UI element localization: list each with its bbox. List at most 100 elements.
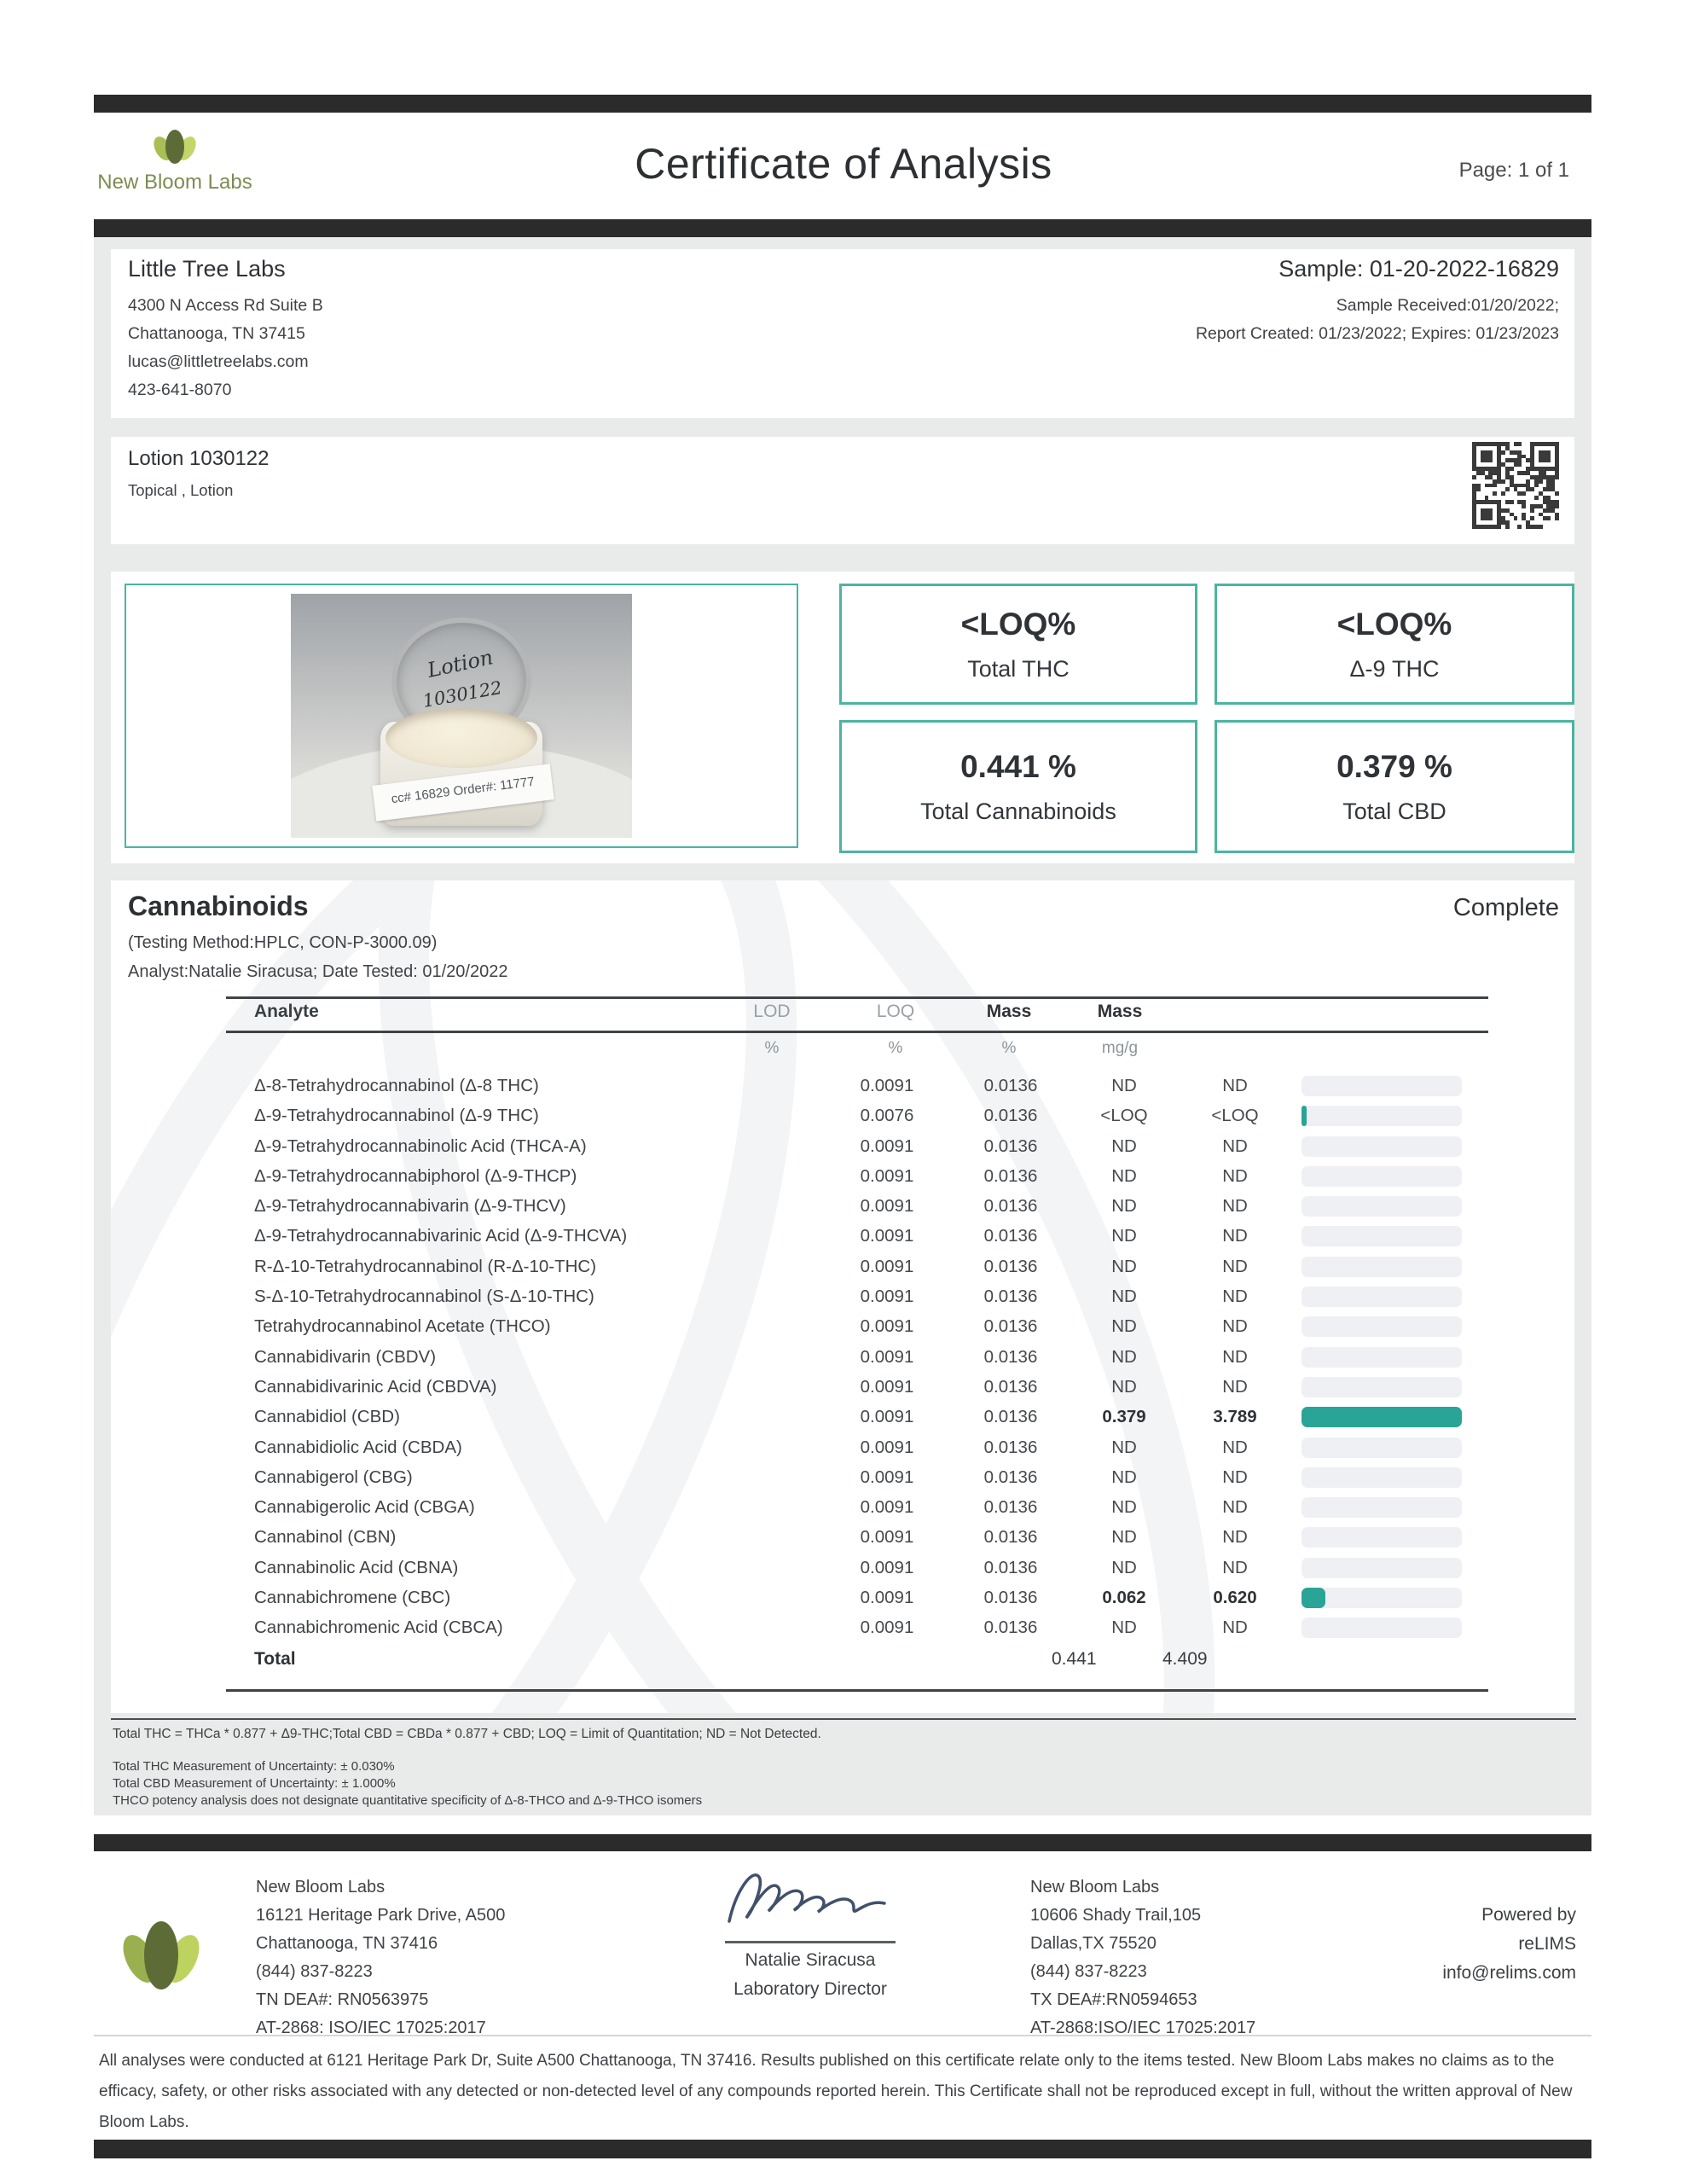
- result-label: Total THC: [967, 655, 1070, 682]
- sample-id: Sample: 01-20-2022-16829: [1278, 256, 1559, 282]
- cell-lod: 0.0091: [860, 1527, 914, 1548]
- cell-mass-pct: ND: [1111, 1497, 1137, 1518]
- cell-mass-mgg: ND: [1222, 1165, 1248, 1186]
- table-row: Cannabinol (CBN) 0.0091 0.0136 ND ND: [226, 1523, 1488, 1553]
- cell-analyte: Cannabidivarinic Acid (CBDVA): [254, 1376, 497, 1397]
- cell-loq: 0.0136: [983, 1196, 1038, 1217]
- cell-analyte: Cannabinolic Acid (CBNA): [254, 1557, 459, 1577]
- table-total-row: Total 0.441 4.409: [226, 1644, 1488, 1678]
- cell-lod: 0.0091: [860, 1346, 914, 1367]
- mass-bar-track: [1301, 1136, 1462, 1157]
- cell-loq: 0.0136: [983, 1316, 1038, 1337]
- mass-bar-fill: [1301, 1106, 1307, 1127]
- unit-mass-pct: %: [1001, 1039, 1017, 1057]
- table-row: S-Δ-10-Tetrahydrocannabinol (S-Δ-10-THC)…: [226, 1282, 1488, 1312]
- mass-bar-track: [1301, 1076, 1462, 1096]
- product-photo-frame: Lotion 1030122 cc# 16829 Order#: 11777: [125, 584, 798, 848]
- disclaimer-text: All analyses were conducted at 6121 Heri…: [99, 2052, 1573, 2131]
- cell-lod: 0.0091: [860, 1588, 914, 1608]
- result-value: <LOQ%: [960, 606, 1076, 642]
- photo-jar-cream: [386, 708, 537, 768]
- col-header-loq: LOQ: [876, 1002, 915, 1021]
- mass-bar-track: [1301, 1256, 1462, 1277]
- cell-loq: 0.0136: [983, 1437, 1038, 1457]
- client-address-line: lucas@littletreelabs.com: [128, 352, 309, 371]
- unit-lod: %: [764, 1039, 780, 1057]
- top-band: [94, 95, 1591, 113]
- cell-analyte: Cannabidiolic Acid (CBDA): [254, 1437, 462, 1457]
- cell-lod: 0.0091: [860, 1618, 914, 1638]
- cell-lod: 0.0091: [860, 1316, 914, 1337]
- table-row: Cannabidiolic Acid (CBDA) 0.0091 0.0136 ND N…: [226, 1433, 1488, 1463]
- cell-mass-pct: ND: [1111, 1076, 1137, 1095]
- cell-analyte: Cannabichromenic Acid (CBCA): [254, 1618, 503, 1638]
- mass-bar-fill: [1301, 1588, 1325, 1609]
- footer-address-line: AT-2868:ISO/IEC 17025:2017: [1030, 2018, 1256, 2037]
- cell-mass-pct: ND: [1111, 1437, 1137, 1457]
- footnote-thco: THCO potency analysis does not designate…: [113, 1793, 703, 1808]
- brand-name: New Bloom Labs: [97, 171, 252, 194]
- cell-mass-mgg: 3.789: [1213, 1407, 1257, 1427]
- cell-lod: 0.0091: [860, 1256, 914, 1276]
- cell-loq: 0.0136: [983, 1376, 1038, 1397]
- col-header-analyte: Analyte: [254, 1002, 319, 1021]
- cell-mass-pct: ND: [1111, 1256, 1137, 1276]
- footer-address-line: 16121 Heritage Park Drive, A500: [256, 1906, 506, 1925]
- header-band: [94, 219, 1591, 237]
- cell-lod: 0.0091: [860, 1165, 914, 1186]
- table-row: Cannabinolic Acid (CBNA) 0.0091 0.0136 ND ND: [226, 1554, 1488, 1583]
- cell-mass-mgg: ND: [1222, 1076, 1248, 1095]
- footer-address-line: (844) 837-8223: [256, 1962, 373, 1981]
- cell-mass-pct: ND: [1111, 1346, 1137, 1367]
- cell-mass-pct: ND: [1111, 1165, 1137, 1186]
- cell-analyte: Δ-9-Tetrahydrocannabivarinic Acid (Δ-9-T…: [254, 1226, 628, 1246]
- client-name: Little Tree Labs: [128, 256, 286, 282]
- client-address-line: Chattanooga, TN 37415: [128, 324, 305, 343]
- mass-bar-track: [1301, 1165, 1462, 1187]
- cell-loq: 0.0136: [983, 1136, 1038, 1156]
- cell-mass-pct: ND: [1111, 1316, 1137, 1337]
- powered-by-line: info@relims.com: [1442, 1963, 1576, 1983]
- photo-jar-label: cc# 16829 Order#: 11777: [372, 764, 554, 822]
- unit-loq: %: [888, 1039, 903, 1057]
- cannabinoids-card: Cannabinoids Complete (Testing Method:HP…: [111, 880, 1574, 1713]
- cell-mass-mgg: ND: [1222, 1136, 1248, 1156]
- section-title: Cannabinoids: [128, 891, 309, 921]
- result-value: 0.441 %: [960, 748, 1076, 784]
- table-row: Cannabidivarinic Acid (CBDVA) 0.0091 0.013…: [226, 1373, 1488, 1403]
- mass-bar-track: [1301, 1588, 1462, 1609]
- signature-underline: [725, 1941, 896, 1943]
- cell-mass-pct: 0.379: [1102, 1407, 1146, 1427]
- table-row: Cannabichromene (CBC) 0.0091 0.0136 0.062 0.…: [226, 1583, 1488, 1613]
- cell-lod: 0.0091: [860, 1076, 914, 1095]
- cell-analyte: Cannabidiol (CBD): [254, 1407, 400, 1427]
- page-number: Page: 1 of 1: [1458, 159, 1569, 182]
- total-mass-mgg: 4.409: [1162, 1648, 1208, 1669]
- signatory-name: Natalie Siracusa: [745, 1950, 876, 1970]
- cell-mass-mgg: ND: [1222, 1256, 1248, 1276]
- logo-leaf-center: [165, 130, 184, 164]
- cell-lod: 0.0091: [860, 1497, 914, 1518]
- table-row: Δ-9-Tetrahydrocannabiphorol (Δ-9-THCP) 0.…: [226, 1162, 1488, 1192]
- footer-address-line: TN DEA#: RN0563975: [256, 1990, 429, 2009]
- cell-mass-pct: ND: [1111, 1527, 1137, 1548]
- cell-mass-pct: 0.062: [1102, 1588, 1146, 1608]
- cell-loq: 0.0136: [983, 1287, 1038, 1307]
- footer-address-line: New Bloom Labs: [256, 1878, 386, 1896]
- cell-mass-mgg: ND: [1222, 1618, 1248, 1638]
- table-row: Δ-9-Tetrahydrocannabinol (Δ-9 THC) 0.0076…: [226, 1101, 1488, 1131]
- result-label: Δ-9 THC: [1349, 655, 1440, 682]
- cell-lod: 0.0091: [860, 1196, 914, 1217]
- cell-mass-pct: ND: [1111, 1618, 1137, 1638]
- mass-bar-track: [1301, 1407, 1462, 1428]
- client-address-line: 4300 N Access Rd Suite B: [128, 296, 323, 315]
- result-box: 0.379 % Total CBD: [1215, 720, 1574, 853]
- footer-lab-address-tn: New Bloom Labs 16121 Heritage Park Drive,…: [256, 1873, 648, 2042]
- cell-mass-mgg: ND: [1222, 1527, 1248, 1548]
- total-mass-pct: 0.441: [1052, 1648, 1097, 1669]
- cell-lod: 0.0091: [860, 1437, 914, 1457]
- table-row: Cannabichromenic Acid (CBCA) 0.0091 0.0136…: [226, 1613, 1488, 1643]
- mass-bar-fill: [1301, 1407, 1462, 1428]
- cell-analyte: Cannabidivarin (CBDV): [254, 1346, 437, 1367]
